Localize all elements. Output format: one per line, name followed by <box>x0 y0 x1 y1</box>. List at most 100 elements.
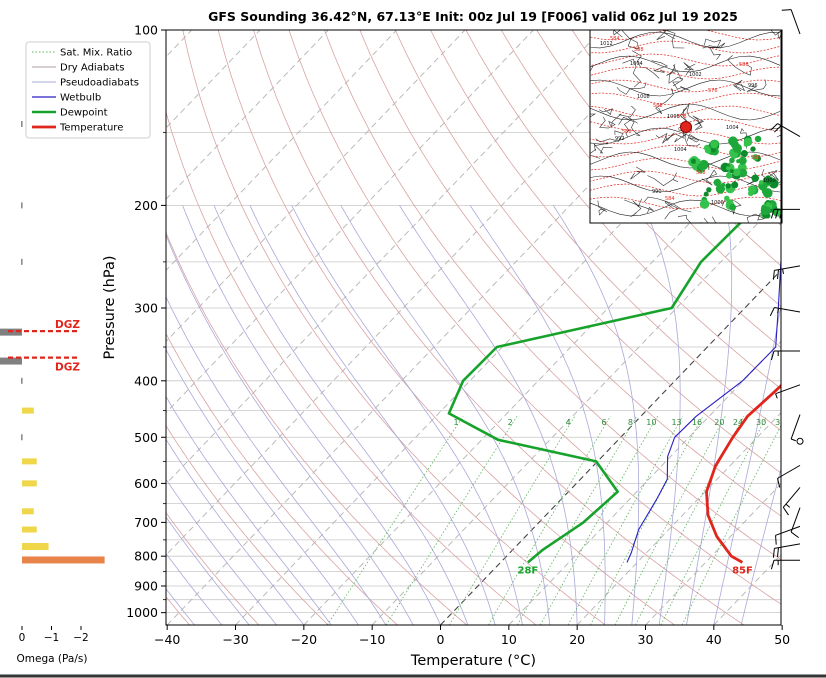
map-height-label: 588 <box>634 47 644 53</box>
mixing-ratio-label: 6 <box>601 418 606 427</box>
barb-staff <box>774 306 801 313</box>
map-border <box>622 58 642 88</box>
dry-adiabat <box>253 30 745 625</box>
barb-flag <box>770 209 775 219</box>
map-precip <box>695 158 701 165</box>
map-border <box>702 45 722 60</box>
dry-adiabat <box>166 231 467 625</box>
plot-frame <box>165 29 782 626</box>
legend-entry: Dry Adiabats <box>60 63 124 74</box>
omega-bar <box>21 377 23 384</box>
barb-flag <box>776 478 781 488</box>
pseudoadiabat <box>166 295 387 625</box>
dry-adiabat <box>536 30 781 307</box>
barb-flag <box>779 209 783 219</box>
map-precip <box>731 181 739 189</box>
map-height-contour <box>590 183 782 197</box>
pseudoadiabat <box>469 205 606 625</box>
pseudoadiabat <box>182 205 441 625</box>
barb-flag <box>769 307 775 317</box>
dry-adiabat <box>500 30 781 348</box>
pseudoadiabat <box>166 395 332 625</box>
map-height-contour <box>590 30 782 41</box>
x-tick-label: −40 <box>154 632 180 647</box>
y-tick-label: 700 <box>134 515 158 530</box>
omega-bar <box>21 202 23 209</box>
map-height-label: 586 <box>739 62 749 68</box>
map-precip <box>703 191 709 197</box>
omega-axis-label: Omega (Pa/s) <box>17 653 88 665</box>
barb-flag <box>773 125 782 133</box>
omega-bar <box>21 121 23 128</box>
map-isobar-label: 1002 <box>689 72 702 78</box>
map-border <box>656 30 666 41</box>
map-border <box>761 169 780 181</box>
mixing-ratio-label: 16 <box>692 418 702 427</box>
map-border <box>674 133 701 147</box>
mixing-ratio-line <box>327 415 464 625</box>
map-border <box>776 135 782 138</box>
legend-entry: Temperature <box>59 123 123 134</box>
pseudoadiabat <box>166 348 359 625</box>
map-precip <box>729 203 737 211</box>
omega-tick-label: −2 <box>73 632 88 644</box>
y-tick-label: 900 <box>134 578 158 593</box>
map-height-contour <box>590 196 782 210</box>
map-height-contour <box>590 118 782 132</box>
map-precip <box>732 143 742 153</box>
map-border <box>630 198 642 217</box>
mixing-ratio-label: 20 <box>714 418 724 427</box>
map-isobar-label: 1000 <box>711 200 724 206</box>
map-precip <box>728 136 738 146</box>
legend-entry: Pseudoadiabats <box>60 78 139 89</box>
map-isobar <box>590 79 781 97</box>
map-precip <box>752 154 759 161</box>
map-precip <box>762 188 773 198</box>
pseudoadiabat <box>166 234 414 625</box>
map-precip <box>732 168 741 177</box>
y-tick-label: 200 <box>134 198 158 213</box>
isotherm <box>166 30 671 556</box>
wetbulb-line <box>626 259 781 563</box>
pseudoadiabat <box>166 478 277 625</box>
barb-staff <box>790 414 801 440</box>
barb-flag <box>775 535 777 545</box>
y-tick-label: 100 <box>134 23 158 38</box>
mixing-ratio-line <box>590 416 704 625</box>
x-tick-label: −30 <box>222 632 248 647</box>
barb-flag <box>770 350 775 361</box>
isotherm <box>166 30 466 343</box>
map-precip <box>730 151 738 159</box>
omega-bar <box>22 508 34 515</box>
map-height-contour <box>590 79 782 93</box>
omega-bar <box>21 434 23 441</box>
map-isobar-label: 1004 <box>674 147 687 153</box>
x-tick-label: 10 <box>501 632 517 647</box>
pseudoadiabat <box>166 516 250 625</box>
barb-flag <box>776 547 779 558</box>
barb-flag <box>776 269 779 280</box>
map-precip <box>751 174 759 182</box>
map-precip <box>704 147 711 154</box>
barb-flag <box>775 209 779 219</box>
mixing-ratio-label: 24 <box>733 418 743 427</box>
omega-bar <box>0 357 22 365</box>
omega-bar <box>22 526 37 533</box>
map-height-contour <box>590 92 782 106</box>
map-precip <box>710 147 716 153</box>
map-height-label: 578 <box>677 114 687 120</box>
barb-staff <box>777 123 801 138</box>
omega-bar <box>22 543 49 551</box>
barb-staff <box>775 525 801 536</box>
sounding-location-marker <box>680 121 692 133</box>
mixing-ratio-label: 36 <box>775 418 785 427</box>
isotherm <box>440 269 781 625</box>
map-isobar-label: 1000 <box>763 178 776 184</box>
map-border <box>651 60 669 73</box>
map-precip <box>738 168 748 178</box>
mixing-ratio-line <box>660 416 768 625</box>
isotherm <box>235 56 781 625</box>
map-isobar <box>590 199 781 217</box>
